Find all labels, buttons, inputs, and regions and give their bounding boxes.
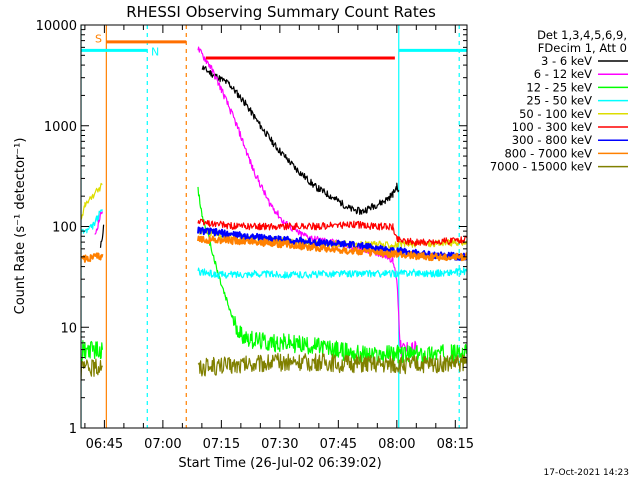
y-axis: 1 10 100 1000 10000 <box>36 19 467 437</box>
y-axis-label: Count Rate (s⁻¹ detector⁻¹) <box>13 138 28 315</box>
legend: Det 1,3,4,5,6,9,FDecim 1, Att 03 - 6 keV… <box>490 28 628 174</box>
legend-entry-label: 50 - 100 keV <box>519 107 592 121</box>
level-lines <box>81 40 467 60</box>
series-5-line <box>197 218 467 247</box>
legend-entry-label: 12 - 25 keV <box>526 80 592 94</box>
x-tick-label: 07:15 <box>203 437 240 452</box>
legend-entry-label: 300 - 800 keV <box>512 133 592 147</box>
state-markers: SN <box>95 33 159 59</box>
y-tick-label: 100 <box>52 221 77 236</box>
state-marker-label: N <box>151 45 159 58</box>
legend-entry-label: 6 - 12 keV <box>534 67 592 81</box>
x-tick-label: 07:45 <box>320 437 357 452</box>
legend-header: FDecim 1, Att 0 <box>538 41 627 55</box>
state-marker-label: S <box>95 33 102 46</box>
x-axis-label: Start Time (26-Jul-02 06:39:02) <box>178 456 381 471</box>
series-2-line <box>81 186 467 364</box>
chart-title: RHESSI Observing Summary Count Rates <box>126 3 436 21</box>
y-tick-label: 10000 <box>36 19 77 34</box>
y-tick-label: 10 <box>60 321 77 336</box>
legend-entry-label: 100 - 300 keV <box>512 120 592 134</box>
x-tick-label: 07:30 <box>261 437 298 452</box>
x-tick-label: 08:15 <box>437 437 474 452</box>
legend-entry-label: 25 - 50 keV <box>526 94 592 108</box>
series-7-line <box>81 235 467 263</box>
y-tick-label: 1 <box>69 422 77 437</box>
x-tick-label: 07:00 <box>144 437 181 452</box>
legend-entry-label: 800 - 7000 keV <box>504 146 592 160</box>
x-axis: 06:45 07:00 07:15 07:30 07:45 08:00 08:15 <box>84 25 474 452</box>
legend-header: Det 1,3,4,5,6,9, <box>537 28 627 42</box>
x-tick-label: 08:00 <box>378 437 415 452</box>
series-0-line <box>99 65 400 248</box>
series-layer <box>81 46 467 381</box>
timestamp-footer: 17-Oct-2021 14:23 <box>544 468 629 478</box>
legend-entry-label: 3 - 6 keV <box>541 54 592 68</box>
series-8-line <box>81 352 467 381</box>
x-tick-label: 06:45 <box>86 437 123 452</box>
legend-entry-label: 7000 - 15000 keV <box>490 160 592 174</box>
y-tick-label: 1000 <box>44 120 77 135</box>
